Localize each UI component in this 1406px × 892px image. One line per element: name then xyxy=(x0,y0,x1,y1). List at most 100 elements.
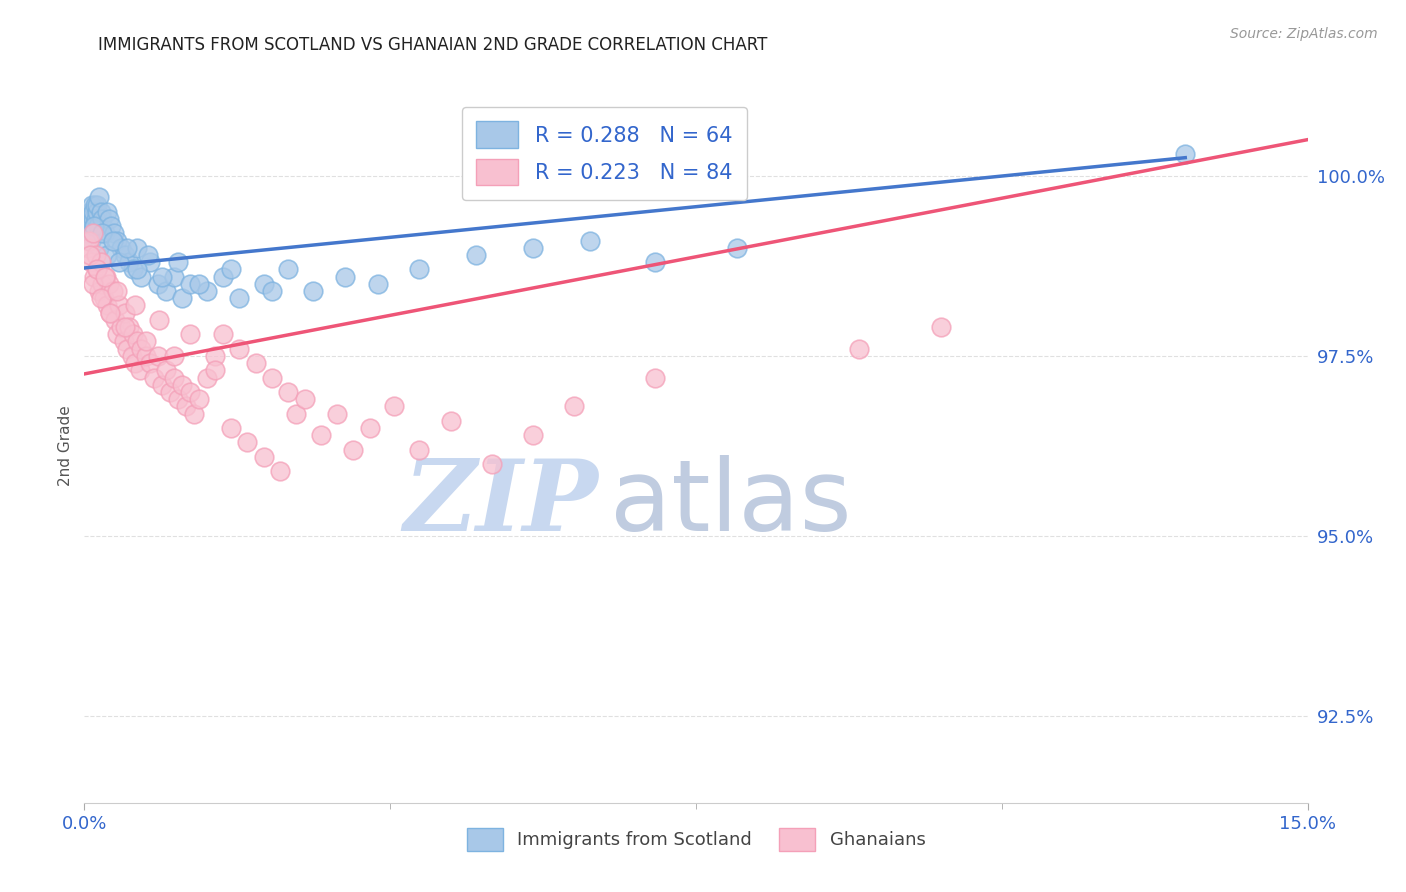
Point xyxy=(440,414,463,428)
Point xyxy=(167,255,190,269)
Point xyxy=(118,320,141,334)
Point xyxy=(464,248,486,262)
Point xyxy=(163,370,186,384)
Point xyxy=(84,211,107,226)
Point xyxy=(110,320,132,334)
Point xyxy=(124,356,146,370)
Point xyxy=(236,435,259,450)
Text: ZIP: ZIP xyxy=(404,455,598,551)
Point xyxy=(1174,147,1197,161)
Point xyxy=(82,227,104,241)
Point xyxy=(644,370,666,384)
Point xyxy=(163,269,186,284)
Point xyxy=(124,298,146,312)
Point xyxy=(562,400,585,414)
Point xyxy=(87,190,110,204)
Point xyxy=(112,334,135,349)
Point xyxy=(219,262,242,277)
Point xyxy=(91,227,114,241)
Point xyxy=(114,320,136,334)
Point xyxy=(96,248,118,262)
Point xyxy=(187,392,209,406)
Point xyxy=(146,349,169,363)
Point xyxy=(128,363,150,377)
Point xyxy=(146,277,169,291)
Point xyxy=(101,284,124,298)
Point xyxy=(96,298,118,312)
Point xyxy=(97,277,120,291)
Point xyxy=(127,241,149,255)
Point xyxy=(127,262,149,277)
Point xyxy=(101,234,124,248)
Point xyxy=(84,197,107,211)
Point xyxy=(90,204,112,219)
Point xyxy=(326,407,349,421)
Point xyxy=(87,219,110,234)
Point xyxy=(212,269,235,284)
Point xyxy=(408,262,430,277)
Point xyxy=(335,269,357,284)
Point xyxy=(245,356,267,370)
Point xyxy=(172,377,194,392)
Point xyxy=(204,363,226,377)
Point xyxy=(309,428,332,442)
Point xyxy=(179,384,201,399)
Point xyxy=(84,248,107,262)
Point xyxy=(83,219,105,234)
Point xyxy=(138,356,160,370)
Point xyxy=(228,342,250,356)
Point xyxy=(122,262,145,277)
Point xyxy=(167,392,190,406)
Point xyxy=(253,450,276,464)
Point xyxy=(138,255,160,269)
Point xyxy=(212,327,235,342)
Point xyxy=(94,269,117,284)
Point xyxy=(725,241,748,255)
Point xyxy=(131,269,153,284)
Point xyxy=(97,211,120,226)
Point xyxy=(76,241,98,255)
Point xyxy=(100,219,122,234)
Point xyxy=(174,400,197,414)
Point xyxy=(195,284,218,298)
Point xyxy=(114,306,136,320)
Point xyxy=(204,349,226,363)
Point xyxy=(103,227,125,241)
Point xyxy=(150,269,173,284)
Text: IMMIGRANTS FROM SCOTLAND VS GHANAIAN 2ND GRADE CORRELATION CHART: IMMIGRANTS FROM SCOTLAND VS GHANAIAN 2ND… xyxy=(98,36,768,54)
Point xyxy=(131,342,153,356)
Point xyxy=(172,291,194,305)
Point xyxy=(135,334,157,349)
Point xyxy=(522,428,544,442)
Point xyxy=(155,284,177,298)
Point xyxy=(86,204,108,219)
Point xyxy=(79,204,101,219)
Point xyxy=(183,407,205,421)
Point xyxy=(83,219,105,234)
Point xyxy=(136,248,159,262)
Point xyxy=(110,241,132,255)
Point xyxy=(195,370,218,384)
Point xyxy=(277,384,299,399)
Point xyxy=(93,227,115,241)
Point xyxy=(408,442,430,457)
Point xyxy=(105,284,128,298)
Point xyxy=(142,370,165,384)
Point xyxy=(87,284,110,298)
Point xyxy=(179,277,201,291)
Point xyxy=(114,248,136,262)
Point xyxy=(82,204,104,219)
Point xyxy=(80,197,103,211)
Point xyxy=(148,313,170,327)
Point xyxy=(294,392,316,406)
Point xyxy=(644,255,666,269)
Point xyxy=(127,334,149,349)
Point xyxy=(82,277,104,291)
Point xyxy=(107,255,129,269)
Point xyxy=(115,241,138,255)
Point xyxy=(219,421,242,435)
Point xyxy=(115,342,138,356)
Point xyxy=(522,241,544,255)
Point xyxy=(579,234,602,248)
Point xyxy=(342,442,364,457)
